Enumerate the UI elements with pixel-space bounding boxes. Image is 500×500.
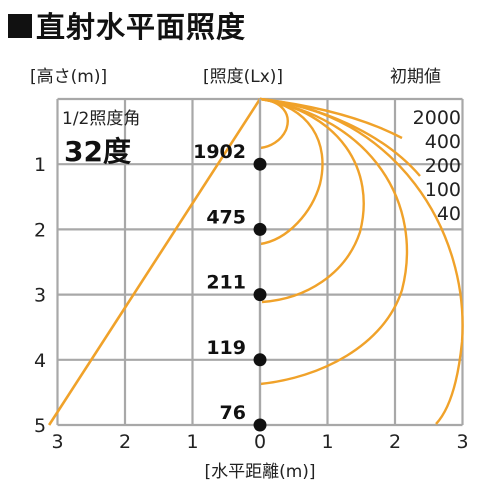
initial-value-label: 初期値 [390, 67, 441, 87]
y-tick-label: 4 [34, 350, 46, 372]
illuminance-value: 76 [220, 402, 246, 424]
title-text: 直射水平面照度 [36, 10, 247, 44]
beam-edge-line [48, 98, 262, 426]
x-tick-labels: 3 2 1 0 1 2 3 [51, 431, 468, 453]
height-axis-label: [高さ(m)] [30, 67, 108, 87]
x-tick-label: 3 [456, 431, 468, 453]
page-title: 直射水平面照度 [8, 4, 246, 46]
isolux-curve [259, 97, 421, 177]
y-tick-label: 1 [34, 154, 46, 176]
isolux-level-label: 100 [425, 179, 461, 201]
x-tick-label: 3 [51, 431, 63, 453]
beam-angle-value: 32度 [64, 135, 131, 168]
isolux-curve [259, 97, 464, 425]
horizontal-axis-label: [水平距離(m)] [204, 462, 315, 482]
grid [56, 97, 464, 427]
illuminance-point [253, 353, 267, 367]
illuminance-point [253, 157, 267, 171]
isolux-level-label: 40 [437, 203, 461, 225]
isolux-level-label: 2000 [413, 107, 461, 129]
x-tick-label: 0 [254, 431, 266, 453]
illuminance-point [253, 288, 267, 302]
y-tick-label: 5 [34, 415, 46, 437]
illuminance-point [253, 418, 267, 432]
isolux-curve [259, 97, 324, 246]
y-tick-label: 3 [34, 285, 46, 307]
illuminance-label: [照度(Lx)] [203, 67, 284, 87]
illuminance-value: 119 [206, 337, 246, 359]
illuminance-point [253, 222, 267, 236]
isolux-curves [259, 97, 464, 425]
x-tick-label: 2 [119, 431, 131, 453]
x-tick-label: 1 [321, 431, 333, 453]
isolux-level-label: 200 [425, 155, 461, 177]
x-tick-label: 2 [389, 431, 401, 453]
y-tick-labels: 1 2 3 4 5 [34, 154, 46, 437]
center-points: 1902 475 211 119 76 [193, 141, 267, 432]
isolux-curve [259, 97, 409, 386]
isolux-curve [259, 97, 365, 304]
title-square-icon [8, 14, 32, 38]
illuminance-value: 1902 [193, 141, 246, 163]
illuminance-value: 211 [206, 272, 246, 294]
beam-cone [48, 98, 262, 426]
illuminance-value: 475 [206, 206, 246, 228]
y-tick-label: 2 [34, 219, 46, 241]
isolux-level-label: 400 [425, 131, 461, 153]
beam-angle-label: 1/2照度角 [62, 109, 140, 129]
x-tick-label: 1 [186, 431, 198, 453]
